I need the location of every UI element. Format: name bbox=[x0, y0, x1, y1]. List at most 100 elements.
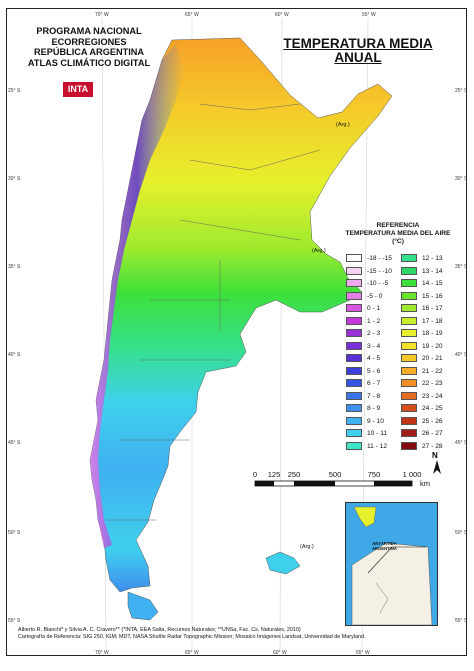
scale-label-750: 750 bbox=[367, 470, 381, 479]
arg-label-malvinas: (Arg.) bbox=[300, 544, 314, 550]
legend-label: 16 - 17 bbox=[422, 305, 443, 312]
lat-label-50: 50° S bbox=[8, 530, 21, 536]
legend-title-1: REFERENCIA bbox=[376, 222, 420, 229]
legend-item: 2 - 3 bbox=[346, 329, 380, 338]
legend-label: 21 - 22 bbox=[422, 367, 443, 375]
program-line-3: REPÚBLICA ARGENTINA bbox=[33, 47, 145, 57]
legend-item: 17 - 18 bbox=[401, 316, 443, 326]
legend-label: 7 - 8 bbox=[367, 392, 381, 400]
lat-label-45: 45° S bbox=[8, 440, 21, 446]
legend-swatch bbox=[346, 379, 362, 387]
lat-label-45-right: 45° S bbox=[455, 440, 468, 446]
legend-label: 6 - 7 bbox=[367, 380, 381, 387]
legend-item: 16 - 17 bbox=[401, 304, 443, 313]
legend-label: 4 - 5 bbox=[367, 355, 381, 362]
lon-label-60-bottom: 60° W bbox=[273, 650, 287, 656]
credits-line-1: Alberto R. Bianchi* y Silvia A. C. Crave… bbox=[18, 627, 301, 633]
lat-label-55: 55° S bbox=[8, 618, 21, 624]
legend-item: 14 - 15 bbox=[401, 279, 443, 288]
legend-swatch bbox=[346, 316, 362, 325]
legend-swatch bbox=[401, 366, 417, 375]
legend-swatch bbox=[401, 341, 417, 350]
legend-swatch bbox=[346, 416, 362, 425]
legend-item: 12 - 13 bbox=[401, 254, 443, 263]
legend-swatch bbox=[401, 291, 417, 300]
scale-unit: km bbox=[420, 479, 430, 488]
legend-swatch bbox=[401, 441, 417, 450]
credits-line-2: Cartografía de Referencia: SIG 250, IGM;… bbox=[18, 634, 366, 640]
lon-label-65: 65° W bbox=[185, 12, 199, 18]
lon-label-60: 60° W bbox=[275, 12, 289, 18]
north-label: N bbox=[432, 451, 438, 460]
legend-label: 22 - 23 bbox=[422, 380, 443, 387]
lat-label-30: 30° S bbox=[8, 176, 21, 182]
arg-label-north: (Arg.) bbox=[336, 122, 350, 128]
legend-label: 26 - 27 bbox=[422, 430, 443, 437]
legend-swatch bbox=[401, 254, 417, 262]
legend-item: -18 - -15 bbox=[346, 254, 392, 263]
north-arrow-icon bbox=[433, 460, 441, 474]
legend-item: 0 - 1 bbox=[346, 304, 380, 313]
antarctica-inset bbox=[345, 502, 438, 626]
scale-label-125: 125 bbox=[267, 470, 281, 479]
legend-swatch bbox=[346, 341, 362, 350]
legend-item: 15 - 16 bbox=[401, 291, 443, 301]
map-title-line-2: ANUAL bbox=[334, 50, 382, 65]
scale-label-500: 500 bbox=[328, 470, 342, 479]
legend-label: 1 - 2 bbox=[367, 317, 381, 325]
legend-item: 13 - 14 bbox=[401, 266, 443, 276]
legend-label: 5 - 6 bbox=[367, 367, 381, 375]
legend-label: 8 - 9 bbox=[367, 405, 381, 412]
legend-swatch bbox=[346, 266, 362, 275]
legend-label: 19 - 20 bbox=[422, 342, 443, 350]
legend-swatch bbox=[401, 354, 417, 362]
legend-item: 19 - 20 bbox=[401, 341, 443, 351]
legend-item: 24 - 25 bbox=[401, 404, 443, 413]
credits: Alberto R. Bianchi* y Silvia A. C. Crave… bbox=[18, 627, 365, 641]
legend-label: 11 - 12 bbox=[367, 442, 388, 450]
legend-item: 22 - 23 bbox=[401, 379, 443, 388]
legend-swatch bbox=[401, 329, 417, 337]
legend-swatch bbox=[401, 416, 417, 425]
lat-label-25-right: 25° S bbox=[455, 88, 468, 94]
malvinas-islands bbox=[265, 551, 301, 575]
legend-swatch bbox=[401, 391, 417, 400]
legend-item: 5 - 6 bbox=[346, 366, 381, 376]
legend-item: 23 - 24 bbox=[401, 391, 443, 401]
legend-item: 26 - 27 bbox=[401, 429, 443, 438]
legend-item: 9 - 10 bbox=[346, 416, 384, 426]
legend-swatch bbox=[346, 404, 362, 412]
lon-label-65-bottom: 65° W bbox=[185, 650, 199, 656]
tierra-del-fuego bbox=[127, 591, 159, 621]
north-arrow: N bbox=[432, 451, 442, 476]
program-title: PROGRAMA NACIONAL ECORREGIONES REPÚBLICA… bbox=[14, 26, 164, 68]
legend-item: 25 - 26 bbox=[401, 416, 443, 426]
legend-item: 11 - 12 bbox=[346, 441, 388, 451]
legend-label: -5 - 0 bbox=[367, 292, 383, 300]
legend-label: 12 - 13 bbox=[422, 255, 443, 262]
legend-swatch bbox=[401, 404, 417, 412]
legend-label: 23 - 24 bbox=[422, 392, 443, 400]
lon-label-55: 55° W bbox=[362, 12, 376, 18]
lat-label-35-right: 35° S bbox=[455, 264, 468, 270]
lat-label-30-right: 30° S bbox=[455, 176, 468, 182]
province-boundaries bbox=[106, 103, 321, 521]
legend: REFERENCIA TEMPERATURA MEDIA DEL AIRE (°… bbox=[336, 222, 460, 246]
legend-item: 6 - 7 bbox=[346, 379, 380, 388]
legend-swatch bbox=[346, 366, 362, 375]
inset-label-line-2: ARGENTINA bbox=[372, 546, 397, 551]
scale-bar-graphic bbox=[254, 480, 413, 487]
legend-item: 10 - 11 bbox=[346, 429, 387, 438]
legend-label: 27 - 28 bbox=[422, 442, 443, 450]
lat-label-40: 40° S bbox=[8, 352, 21, 358]
legend-item: -5 - 0 bbox=[346, 291, 383, 301]
legend-swatch bbox=[346, 279, 362, 287]
legend-label: 2 - 3 bbox=[367, 330, 381, 337]
legend-swatch bbox=[346, 304, 362, 312]
map-title: TEMPERATURA MEDIA ANUAL bbox=[278, 37, 438, 65]
lat-label-55-right: 55° S bbox=[455, 618, 468, 624]
legend-swatch bbox=[346, 291, 362, 300]
lat-label-25: 25° S bbox=[8, 88, 21, 94]
legend-label: -10 - -5 bbox=[367, 280, 389, 287]
legend-label: 10 - 11 bbox=[367, 430, 388, 437]
